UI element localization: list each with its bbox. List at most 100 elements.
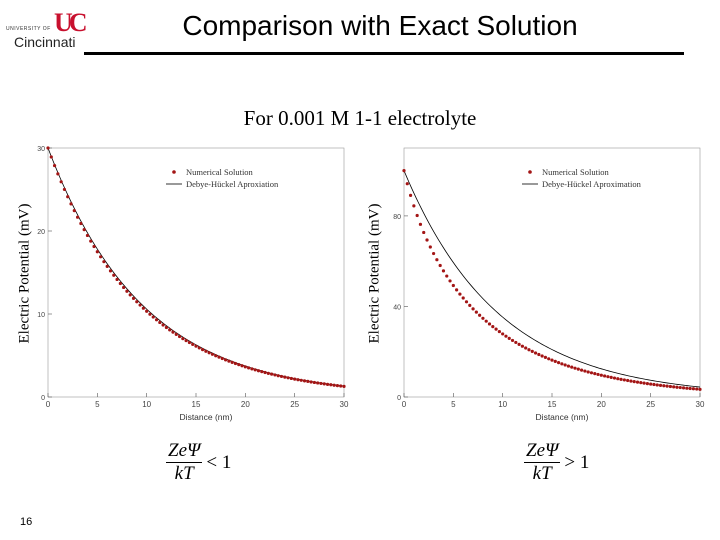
left-chart-numerical-point-43 xyxy=(187,340,192,345)
left-chart-numerical-point-55 xyxy=(227,359,231,363)
right-chart-numerical-point-86 xyxy=(685,386,689,390)
left-chart-numerical-point-62 xyxy=(250,367,254,371)
right-chart-numerical-point-16 xyxy=(455,288,459,292)
right-chart-numerical-point-9 xyxy=(432,251,436,256)
left-chart-numerical-point-66 xyxy=(263,370,267,375)
right-chart-numerical-point-4 xyxy=(415,213,419,218)
left-chart-numerical-point-80 xyxy=(309,380,313,384)
left-chart-numerical-point-70 xyxy=(276,374,280,378)
left-chart-numerical-point-88 xyxy=(335,383,340,388)
left-chart-legend-label-numerical: Numerical Solution xyxy=(186,167,254,177)
left-chart-numerical-point-5 xyxy=(62,187,67,192)
left-chart-numerical-point-69 xyxy=(273,373,277,377)
right-chart-xtick-label-6: 30 xyxy=(696,400,705,409)
left-chart-numerical-point-15 xyxy=(95,250,99,254)
left-chart-numerical-point-56 xyxy=(230,360,234,364)
right-chart-numerical-point-28 xyxy=(494,327,498,331)
right-chart-xlabel: Distance (nm) xyxy=(536,412,589,422)
left-chart-numerical-point-64 xyxy=(256,369,261,373)
right-chart-numerical-point-22 xyxy=(474,310,478,314)
left-chart-numerical-point-61 xyxy=(247,366,251,370)
right-chart-numerical-point-38 xyxy=(527,348,531,352)
left-chart-plot-frame xyxy=(47,147,345,398)
right-chart-numerical-point-52 xyxy=(573,366,577,370)
left-chart-numerical-point-74 xyxy=(289,376,293,381)
right-chart-numerical-point-40 xyxy=(533,351,538,355)
right-chart-numerical-point-76 xyxy=(652,382,656,387)
formula-left-fraction: ZeΨ kT xyxy=(166,440,203,485)
left-chart-numerical-point-76 xyxy=(296,378,300,382)
left-chart-numerical-point-79 xyxy=(306,379,310,384)
left-chart-numerical-point-48 xyxy=(204,349,208,353)
right-chart-numerical-point-31 xyxy=(504,334,508,338)
left-chart-ylabel: Electric Potential (mV) xyxy=(16,203,33,344)
right-chart-numerical-point-19 xyxy=(464,300,469,304)
left-chart-numerical-point-8 xyxy=(72,209,76,213)
right-chart-ytick-label-1: 40 xyxy=(393,304,401,311)
right-chart-numerical-point-88 xyxy=(691,387,696,391)
right-chart-numerical-point-55 xyxy=(583,369,587,373)
right-chart-numerical-point-84 xyxy=(678,385,682,390)
left-chart-numerical-point-40 xyxy=(177,334,182,339)
right-chart-xtick-label-5: 25 xyxy=(646,400,655,409)
right-chart-series-debye-huckel-line xyxy=(403,170,701,388)
left-chart-numerical-point-72 xyxy=(283,375,287,379)
left-chart-numerical-point-51 xyxy=(214,354,218,358)
left-chart-numerical-point-12 xyxy=(85,233,90,238)
left-chart-numerical-point-29 xyxy=(141,306,145,310)
right-chart-numerical-point-20 xyxy=(468,303,472,308)
left-chart-numerical-point-73 xyxy=(286,376,290,380)
left-chart-numerical-point-75 xyxy=(293,377,297,381)
formula-right: ZeΨ kT > 1 xyxy=(524,440,589,485)
right-chart-numerical-point-34 xyxy=(514,340,518,345)
left-chart-numerical-point-0 xyxy=(46,146,50,150)
left-chart-ytick-label-2: 20 xyxy=(37,229,45,236)
left-chart-numerical-point-46 xyxy=(197,346,201,350)
left-chart-ytick-label-0: 0 xyxy=(41,395,45,402)
left-chart-ytick-label-3: 30 xyxy=(37,146,45,153)
right-chart-numerical-point-68 xyxy=(626,378,630,383)
left-chart-numerical-point-26 xyxy=(131,296,136,300)
formula-right-relation: > 1 xyxy=(564,451,590,473)
right-chart-numerical-point-27 xyxy=(491,324,495,329)
left-chart-numerical-point-57 xyxy=(233,361,238,366)
right-chart-numerical-point-12 xyxy=(441,269,446,273)
left-chart-xtick-label-3: 15 xyxy=(192,400,201,409)
left-chart-numerical-point-34 xyxy=(158,320,162,325)
right-chart-numerical-point-30 xyxy=(501,332,505,336)
left-chart-numerical-point-14 xyxy=(92,244,96,249)
right-chart-numerical-point-62 xyxy=(606,375,610,379)
left-chart-numerical-point-49 xyxy=(207,351,211,355)
right-chart-numerical-point-56 xyxy=(586,370,590,374)
right-chart-numerical-point-49 xyxy=(563,363,567,367)
logo-mark: UC xyxy=(54,8,88,37)
right-chart-numerical-point-13 xyxy=(445,274,449,278)
right-chart-numerical-point-24 xyxy=(481,316,485,320)
right-chart-numerical-point-5 xyxy=(418,222,423,226)
left-chart-xtick-label-6: 30 xyxy=(340,400,349,409)
left-chart-numerical-point-67 xyxy=(266,371,270,375)
left-chart-numerical-point-21 xyxy=(115,277,119,282)
left-chart-numerical-point-4 xyxy=(59,180,63,184)
right-chart-numerical-point-29 xyxy=(497,329,501,334)
left-chart-numerical-point-31 xyxy=(148,312,152,316)
right-chart-numerical-point-69 xyxy=(629,379,633,383)
left-chart-numerical-point-77 xyxy=(299,378,303,382)
right-chart-numerical-point-32 xyxy=(507,336,511,340)
left-chart-numerical-point-41 xyxy=(181,336,185,341)
left-chart-numerical-point-32 xyxy=(151,315,155,319)
right-chart-numerical-point-72 xyxy=(639,381,643,385)
right-chart-numerical-point-35 xyxy=(517,342,521,346)
left-chart-numerical-point-37 xyxy=(168,328,172,332)
right-chart-legend-marker-numerical xyxy=(528,170,532,174)
left-chart-legend-marker-numerical xyxy=(172,170,176,174)
right-chart-numerical-point-51 xyxy=(570,365,574,369)
right-chart-ylabel: Electric Potential (mV) xyxy=(366,203,383,344)
left-chart-numerical-point-22 xyxy=(118,281,122,286)
right-chart-numerical-point-59 xyxy=(596,372,600,377)
left-chart-numerical-point-11 xyxy=(82,228,86,232)
right-chart-numerical-point-74 xyxy=(645,382,649,386)
left-chart-numerical-point-50 xyxy=(210,352,215,356)
left-chart-numerical-point-78 xyxy=(302,379,307,383)
right-chart-numerical-point-10 xyxy=(435,258,439,262)
